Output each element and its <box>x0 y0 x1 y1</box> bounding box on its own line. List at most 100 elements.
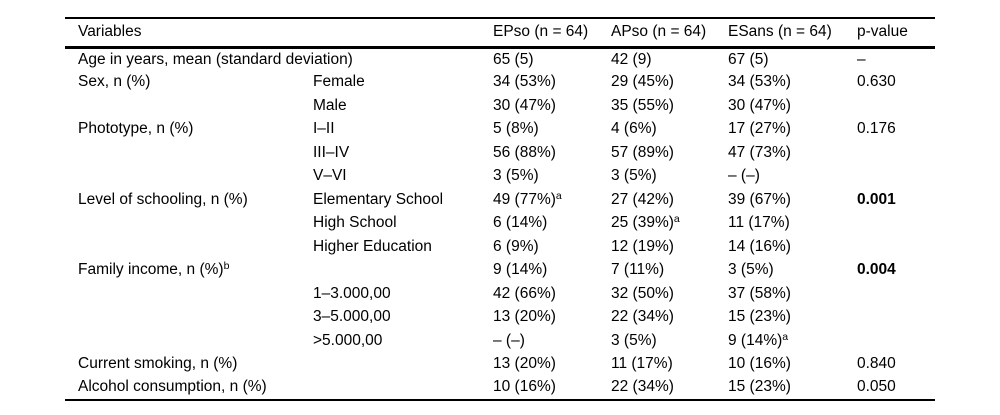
cell-apso: 3 (5%) <box>611 165 728 189</box>
demographics-table-container: Variables EPso (n = 64) APso (n = 64) ES… <box>65 17 935 401</box>
cell-esans: – (–) <box>728 165 857 189</box>
cell-pvalue: 0.630 <box>857 71 935 95</box>
epso-value: 42 (66%) <box>493 284 556 302</box>
epso-value: 65 (5) <box>493 50 534 68</box>
apso-value: 57 (89%) <box>611 143 674 161</box>
variable-label: Alcohol consumption, n (%) <box>78 378 267 396</box>
cell-variable: Phototype, n (%) <box>65 118 313 142</box>
apso-value: 35 (55%) <box>611 96 674 114</box>
cell-epso: 10 (16%) <box>493 376 611 400</box>
cell-esans: 9 (14%)a <box>728 329 857 353</box>
table-row-income: Family income, n (%)b 9 (14%) 7 (11%) 3 … <box>65 259 935 283</box>
cell-pvalue <box>857 306 935 330</box>
cell-apso: 3 (5%) <box>611 329 728 353</box>
cell-epso: – (–) <box>493 329 611 353</box>
cell-variable: Current smoking, n (%) <box>65 353 313 377</box>
pvalue: – <box>857 50 866 68</box>
cell-variable <box>65 212 313 236</box>
esans-value: 67 (5) <box>728 50 769 68</box>
esans-value: – (–) <box>728 167 760 185</box>
cell-pvalue: 0.840 <box>857 353 935 377</box>
col-header-apso: APso (n = 64) <box>611 23 707 41</box>
cell-variable: Family income, n (%)b <box>65 259 313 283</box>
apso-value: 3 (5%) <box>611 331 657 349</box>
epso-value: – (–) <box>493 331 525 349</box>
table-row-income-over-5000: >5.000,00 – (–) 3 (5%) 9 (14%)a <box>65 329 935 353</box>
epso-value: 5 (8%) <box>493 120 539 138</box>
cell-subcategory: Higher Education <box>313 235 493 259</box>
table-row-schooling-highschool: High School 6 (14%) 25 (39%)a 11 (17%) <box>65 212 935 236</box>
cell-subcategory: V–VI <box>313 165 493 189</box>
col-header-pvalue: p-value <box>857 23 908 41</box>
cell-epso: 34 (53%) <box>493 71 611 95</box>
cell-subcategory: 1–3.000,00 <box>313 282 493 306</box>
apso-value: 7 (11%) <box>611 261 665 279</box>
cell-variable <box>65 329 313 353</box>
cell-esans: 14 (16%) <box>728 235 857 259</box>
table-row-schooling-higher: Higher Education 6 (9%) 12 (19%) 14 (16%… <box>65 235 935 259</box>
cell-apso: 42 (9) <box>611 47 728 71</box>
header-row: Variables EPso (n = 64) APso (n = 64) ES… <box>65 18 935 47</box>
cell-esans: 67 (5) <box>728 47 857 71</box>
epso-value: 10 (16%) <box>493 378 556 396</box>
cell-subcategory: High School <box>313 212 493 236</box>
cell-pvalue: 0.004 <box>857 259 935 283</box>
apso-value: 32 (50%) <box>611 284 674 302</box>
table-row-income-1-3000: 1–3.000,00 42 (66%) 32 (50%) 37 (58%) <box>65 282 935 306</box>
cell-subcategory: Female <box>313 71 493 95</box>
table-header: Variables EPso (n = 64) APso (n = 64) ES… <box>65 18 935 47</box>
subcategory-label: Elementary School <box>313 190 444 208</box>
variable-label: Phototype, n (%) <box>78 120 194 138</box>
subcategory-label: High School <box>313 214 397 232</box>
cell-pvalue <box>857 329 935 353</box>
cell-apso: 22 (34%) <box>611 376 728 400</box>
epso-value: 13 (20%) <box>493 355 556 373</box>
epso-value: 30 (47%) <box>493 96 556 114</box>
cell-pvalue <box>857 212 935 236</box>
cell-epso: 65 (5) <box>493 47 611 71</box>
variable-label: Current smoking, n (%) <box>78 355 238 373</box>
footnote-marker-a: a <box>782 330 789 343</box>
cell-variable <box>65 165 313 189</box>
table-row-schooling-elementary: Level of schooling, n (%) Elementary Sch… <box>65 188 935 212</box>
cell-pvalue <box>857 141 935 165</box>
cell-variable: Age in years, mean (standard deviation) <box>65 47 353 71</box>
cell-esans: 10 (16%) <box>728 353 857 377</box>
cell-epso: 49 (77%)a <box>493 188 611 212</box>
apso-value: 25 (39%) <box>611 214 674 232</box>
cell-variable: Sex, n (%) <box>65 71 313 95</box>
cell-variable: Alcohol consumption, n (%) <box>65 376 313 400</box>
variable-label: Level of schooling, n (%) <box>78 190 248 208</box>
epso-value: 6 (9%) <box>493 237 539 255</box>
cell-epso: 13 (20%) <box>493 306 611 330</box>
epso-value: 3 (5%) <box>493 167 539 185</box>
cell-variable <box>65 235 313 259</box>
cell-apso: 32 (50%) <box>611 282 728 306</box>
col-header-epso: EPso (n = 64) <box>493 23 589 41</box>
apso-value: 22 (34%) <box>611 378 674 396</box>
cell-pvalue: – <box>857 47 935 71</box>
table-row-age: Age in years, mean (standard deviation) … <box>65 47 935 71</box>
epso-value: 13 (20%) <box>493 308 556 326</box>
cell-esans: 39 (67%) <box>728 188 857 212</box>
cell-variable <box>65 94 313 118</box>
cell-esans: 34 (53%) <box>728 71 857 95</box>
epso-value: 6 (14%) <box>493 214 548 232</box>
apso-value: 42 (9) <box>611 50 652 68</box>
apso-value: 29 (45%) <box>611 73 674 91</box>
apso-value: 27 (42%) <box>611 190 674 208</box>
cell-apso: 57 (89%) <box>611 141 728 165</box>
cell-esans: 15 (23%) <box>728 306 857 330</box>
cell-pvalue <box>857 165 935 189</box>
esans-value: 11 (17%) <box>728 214 790 232</box>
esans-value: 34 (53%) <box>728 73 791 91</box>
cell-subcategory <box>313 376 493 400</box>
subcategory-label: I–II <box>313 120 335 138</box>
pvalue: 0.840 <box>857 355 896 373</box>
cell-pvalue: 0.001 <box>857 188 935 212</box>
subcategory-label: Female <box>313 73 365 91</box>
table-row-sex-female: Sex, n (%) Female 34 (53%) 29 (45%) 34 (… <box>65 71 935 95</box>
cell-apso: 7 (11%) <box>611 259 728 283</box>
col-header-esans: ESans (n = 64) <box>728 23 832 41</box>
pvalue: 0.050 <box>857 378 896 396</box>
